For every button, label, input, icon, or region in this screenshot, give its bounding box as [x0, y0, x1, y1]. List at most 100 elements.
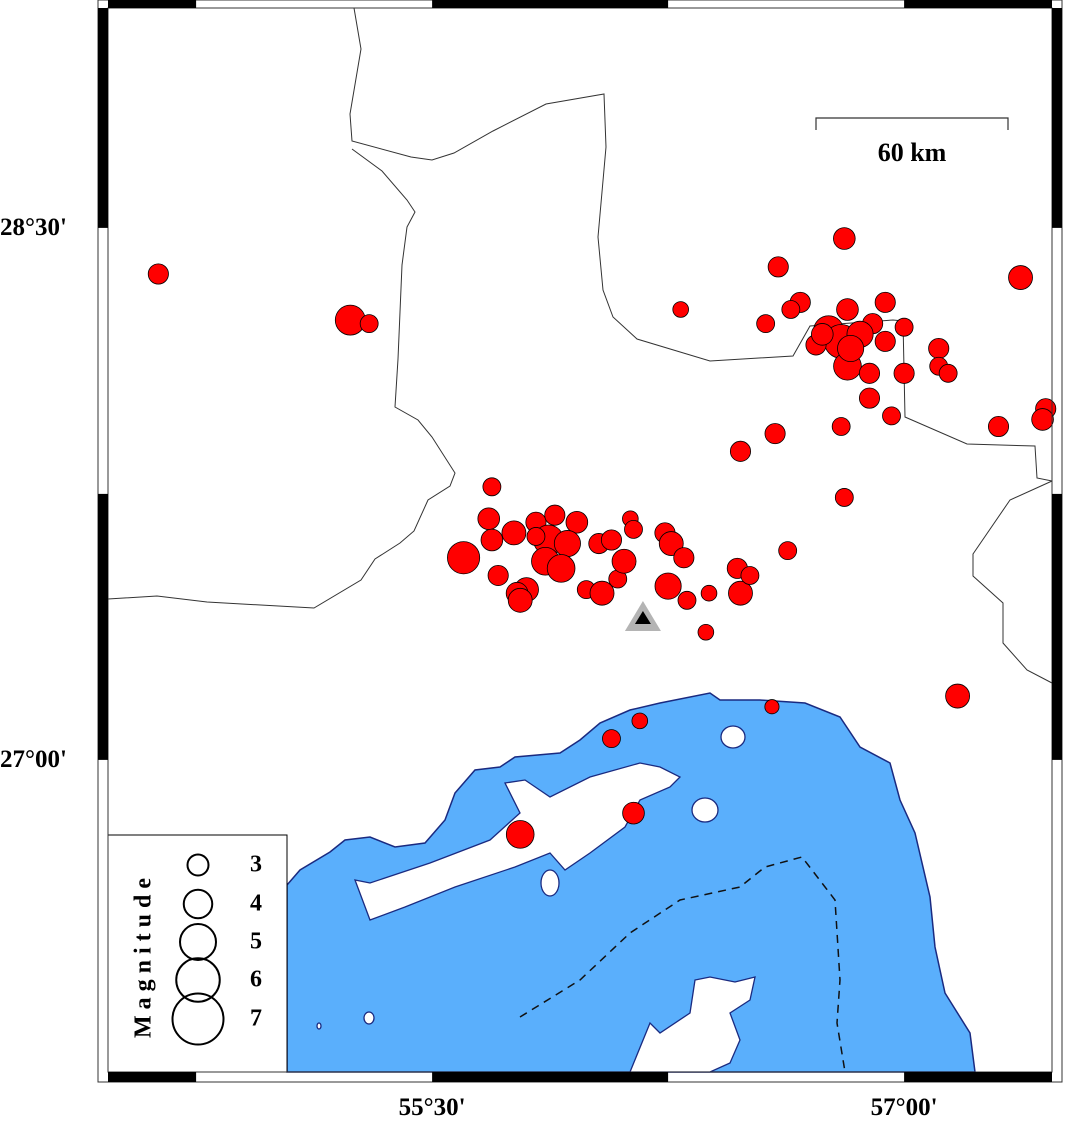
musandam-peninsula [629, 976, 756, 1073]
earthquake-marker [882, 406, 901, 426]
earthquake-marker [487, 564, 509, 586]
earthquake-marker [589, 580, 615, 606]
earthquake-marker [831, 417, 851, 436]
earthquake-marker [858, 362, 881, 384]
frame-tick-bar [108, 0, 197, 8]
earthquake-marker [672, 301, 689, 318]
earthquake-marker [1008, 265, 1033, 290]
earthquake-marker [447, 541, 481, 575]
earthquake-marker [764, 423, 786, 445]
scale-bar [815, 117, 1009, 130]
earthquake-marker [893, 362, 915, 384]
earthquake-marker [728, 580, 753, 606]
earthquake-marker [700, 584, 718, 602]
legend-title: Magnitude [130, 871, 157, 1039]
longitude-tick-label: 57°00' [870, 1094, 938, 1121]
earthquake-marker [858, 387, 881, 409]
frame-tick-bar [98, 8, 108, 228]
earthquake-events [147, 227, 1057, 849]
frame-tick-bar [1052, 8, 1062, 228]
earthquake-marker [894, 317, 914, 337]
earthquake-marker [833, 227, 856, 250]
earthquake-marker [729, 440, 752, 462]
latitude-tick-label: 28°30' [0, 213, 67, 241]
earthquake-marker [767, 256, 789, 278]
frame-tick-bar [432, 1072, 669, 1082]
earthquake-marker [546, 554, 576, 583]
earthquake-marker [359, 314, 379, 334]
earthquake-marker [874, 291, 896, 313]
frame-tick-bar [108, 1072, 197, 1082]
earthquake-marker [938, 363, 958, 383]
scale-bar-line [815, 117, 1009, 130]
legend-box [107, 834, 288, 1073]
earthquake-marker [874, 330, 896, 352]
earthquake-marker [611, 548, 637, 574]
earthquake-marker [544, 504, 566, 526]
hengam-island [540, 869, 560, 897]
earthquake-marker [507, 587, 533, 613]
frame-tick-bar [1052, 493, 1062, 760]
earthquake-marker [677, 590, 697, 610]
earthquake-marker [600, 529, 622, 551]
longitude-tick-label: 55°30' [398, 1094, 466, 1121]
earthquake-marker [764, 699, 780, 715]
legend-magnitude-label: 6 [250, 966, 262, 993]
frame-tick-bar [98, 493, 108, 760]
province-border [972, 480, 1053, 684]
earthquake-marker [526, 527, 546, 546]
province-borders [107, 7, 1053, 684]
earthquake-marker [837, 334, 865, 363]
earthquake-marker [480, 528, 504, 552]
earthquake-marker [756, 314, 776, 334]
province-border [107, 148, 456, 609]
earthquake-marker [147, 263, 169, 285]
earthquake-marker [505, 820, 535, 849]
earthquake-marker [624, 519, 643, 539]
hormuz-island [720, 725, 746, 749]
latitude-tick-label: 27°00' [0, 745, 67, 773]
earthquake-marker [1031, 408, 1054, 431]
larak-island [691, 797, 719, 823]
frame-tick-bar [432, 0, 669, 8]
earthquake-marker [781, 300, 801, 319]
earthquake-marker [778, 541, 798, 561]
legend-magnitude-circle [186, 853, 210, 877]
earthquake-marker [836, 298, 859, 321]
earthquake-marker [834, 488, 854, 507]
earthquake-marker [602, 729, 621, 749]
earthquake-marker [740, 566, 760, 585]
earthquake-marker [654, 572, 682, 600]
earthquake-marker [501, 520, 527, 546]
earthquake-marker [811, 323, 834, 346]
earthquake-marker [622, 801, 645, 825]
earthquake-marker [987, 415, 1010, 438]
province-border [349, 7, 1053, 482]
legend-magnitude-circle [175, 957, 221, 1003]
earthquake-marker [565, 510, 589, 534]
maritime-boundary [519, 856, 846, 1073]
sea [286, 692, 976, 1073]
legend-magnitude-label: 4 [250, 890, 262, 917]
earthquake-marker [553, 530, 581, 558]
triangle-icon [634, 611, 651, 625]
scale-bar-label: 60 km [877, 138, 947, 167]
legend-magnitude-label: 5 [250, 928, 262, 955]
map-frame [97, 0, 1063, 1083]
earthquake-marker [673, 547, 695, 569]
small-island [316, 1022, 322, 1030]
earthquake-marker [477, 507, 501, 530]
earthquake-marker [697, 623, 715, 641]
earthquake-marker [631, 712, 649, 730]
legend-magnitude-circle [179, 923, 217, 961]
legend-magnitude-circle [171, 992, 225, 1046]
earthquake-marker [482, 477, 502, 497]
small-island [363, 1011, 375, 1025]
station-marker [624, 601, 661, 632]
legend-magnitude-label: 7 [250, 1005, 262, 1032]
earthquake-marker [928, 337, 950, 360]
legend-magnitude-label: 3 [250, 851, 262, 878]
legend-magnitude-circle [182, 888, 214, 920]
frame-tick-bar [904, 1072, 1052, 1082]
